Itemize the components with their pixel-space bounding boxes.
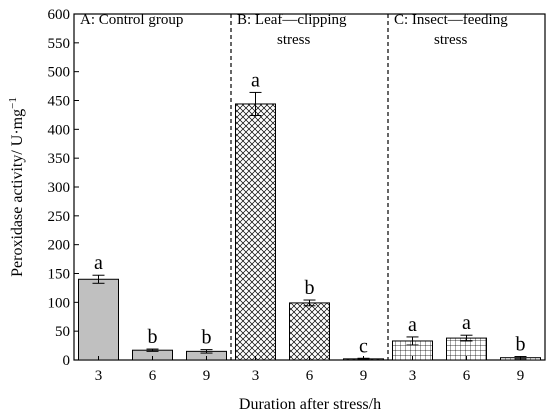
y-tick-label: 150 [48,267,71,283]
group-label: A: Control group [80,12,183,28]
significance-letter: b [148,326,158,348]
bar [78,278,119,361]
y-tick-label: 50 [55,324,70,340]
x-tick-label: 6 [149,368,157,384]
y-tick-label: 100 [48,295,71,311]
x-tick-label: 6 [463,368,471,384]
x-tick-label: 3 [95,368,103,384]
y-tick-label: 0 [63,353,71,369]
significance-letter: a [408,314,417,336]
y-tick-label: 400 [48,122,71,138]
x-tick-label: 9 [203,368,211,384]
significance-letter: b [305,277,315,299]
significance-letter: b [202,327,212,349]
group-label-line: C: Insect—feeding [394,12,508,28]
x-axis: 3 6 9 3 6 9 3 6 9 [95,356,525,384]
y-tick-label: 500 [48,65,71,81]
bar [289,302,330,361]
group-label-line: A: Control group [80,12,183,28]
y-axis-title-main: Peroxidase activity/ U·mg [9,109,26,277]
significance-letter: a [251,69,260,91]
group-label-line: B: Leaf—clipping [237,12,347,28]
x-tick-label: 9 [360,368,368,384]
group-label-line-2: stress [434,32,467,48]
y-axis: 0 50 100 150 200 250 300 350 400 450 500 550 600 [48,7,79,369]
group-label: C: Insect—feeding stress [394,12,508,48]
y-tick-label: 550 [48,36,71,52]
group-dividers [230,14,389,360]
y-tick-label: 350 [48,151,71,167]
y-tick-label: 300 [48,180,71,196]
y-tick-label: 250 [48,209,71,225]
x-tick-label: 9 [517,368,525,384]
y-axis-title: Peroxidase activity/ U·mg−1 [7,97,26,277]
bar [235,103,276,361]
group-label-line-2: stress [277,32,310,48]
y-tick-label: 450 [48,94,71,110]
x-axis-title: Duration after stress/h [239,396,381,413]
bars: a b b a b c a a b [78,69,541,361]
significance-letter: a [462,312,471,334]
significance-letter: c [359,335,368,357]
y-tick-label: 200 [48,238,71,254]
x-tick-label: 6 [306,368,314,384]
y-axis-title-unit-exponent: −1 [7,97,19,109]
significance-letter: b [516,334,526,356]
significance-letter: a [94,252,103,274]
group-labels: A: Control group B: Leaf—clipping stressC:… [80,12,508,48]
y-tick-label: 600 [48,7,71,23]
x-tick-label: 3 [252,368,260,384]
group-label: B: Leaf—clipping stress [237,12,347,48]
x-tick-label: 3 [409,368,417,384]
